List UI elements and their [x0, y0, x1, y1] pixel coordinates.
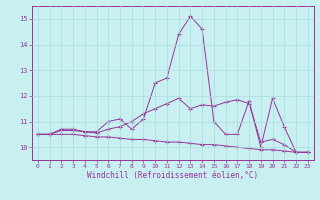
X-axis label: Windchill (Refroidissement éolien,°C): Windchill (Refroidissement éolien,°C): [87, 171, 258, 180]
